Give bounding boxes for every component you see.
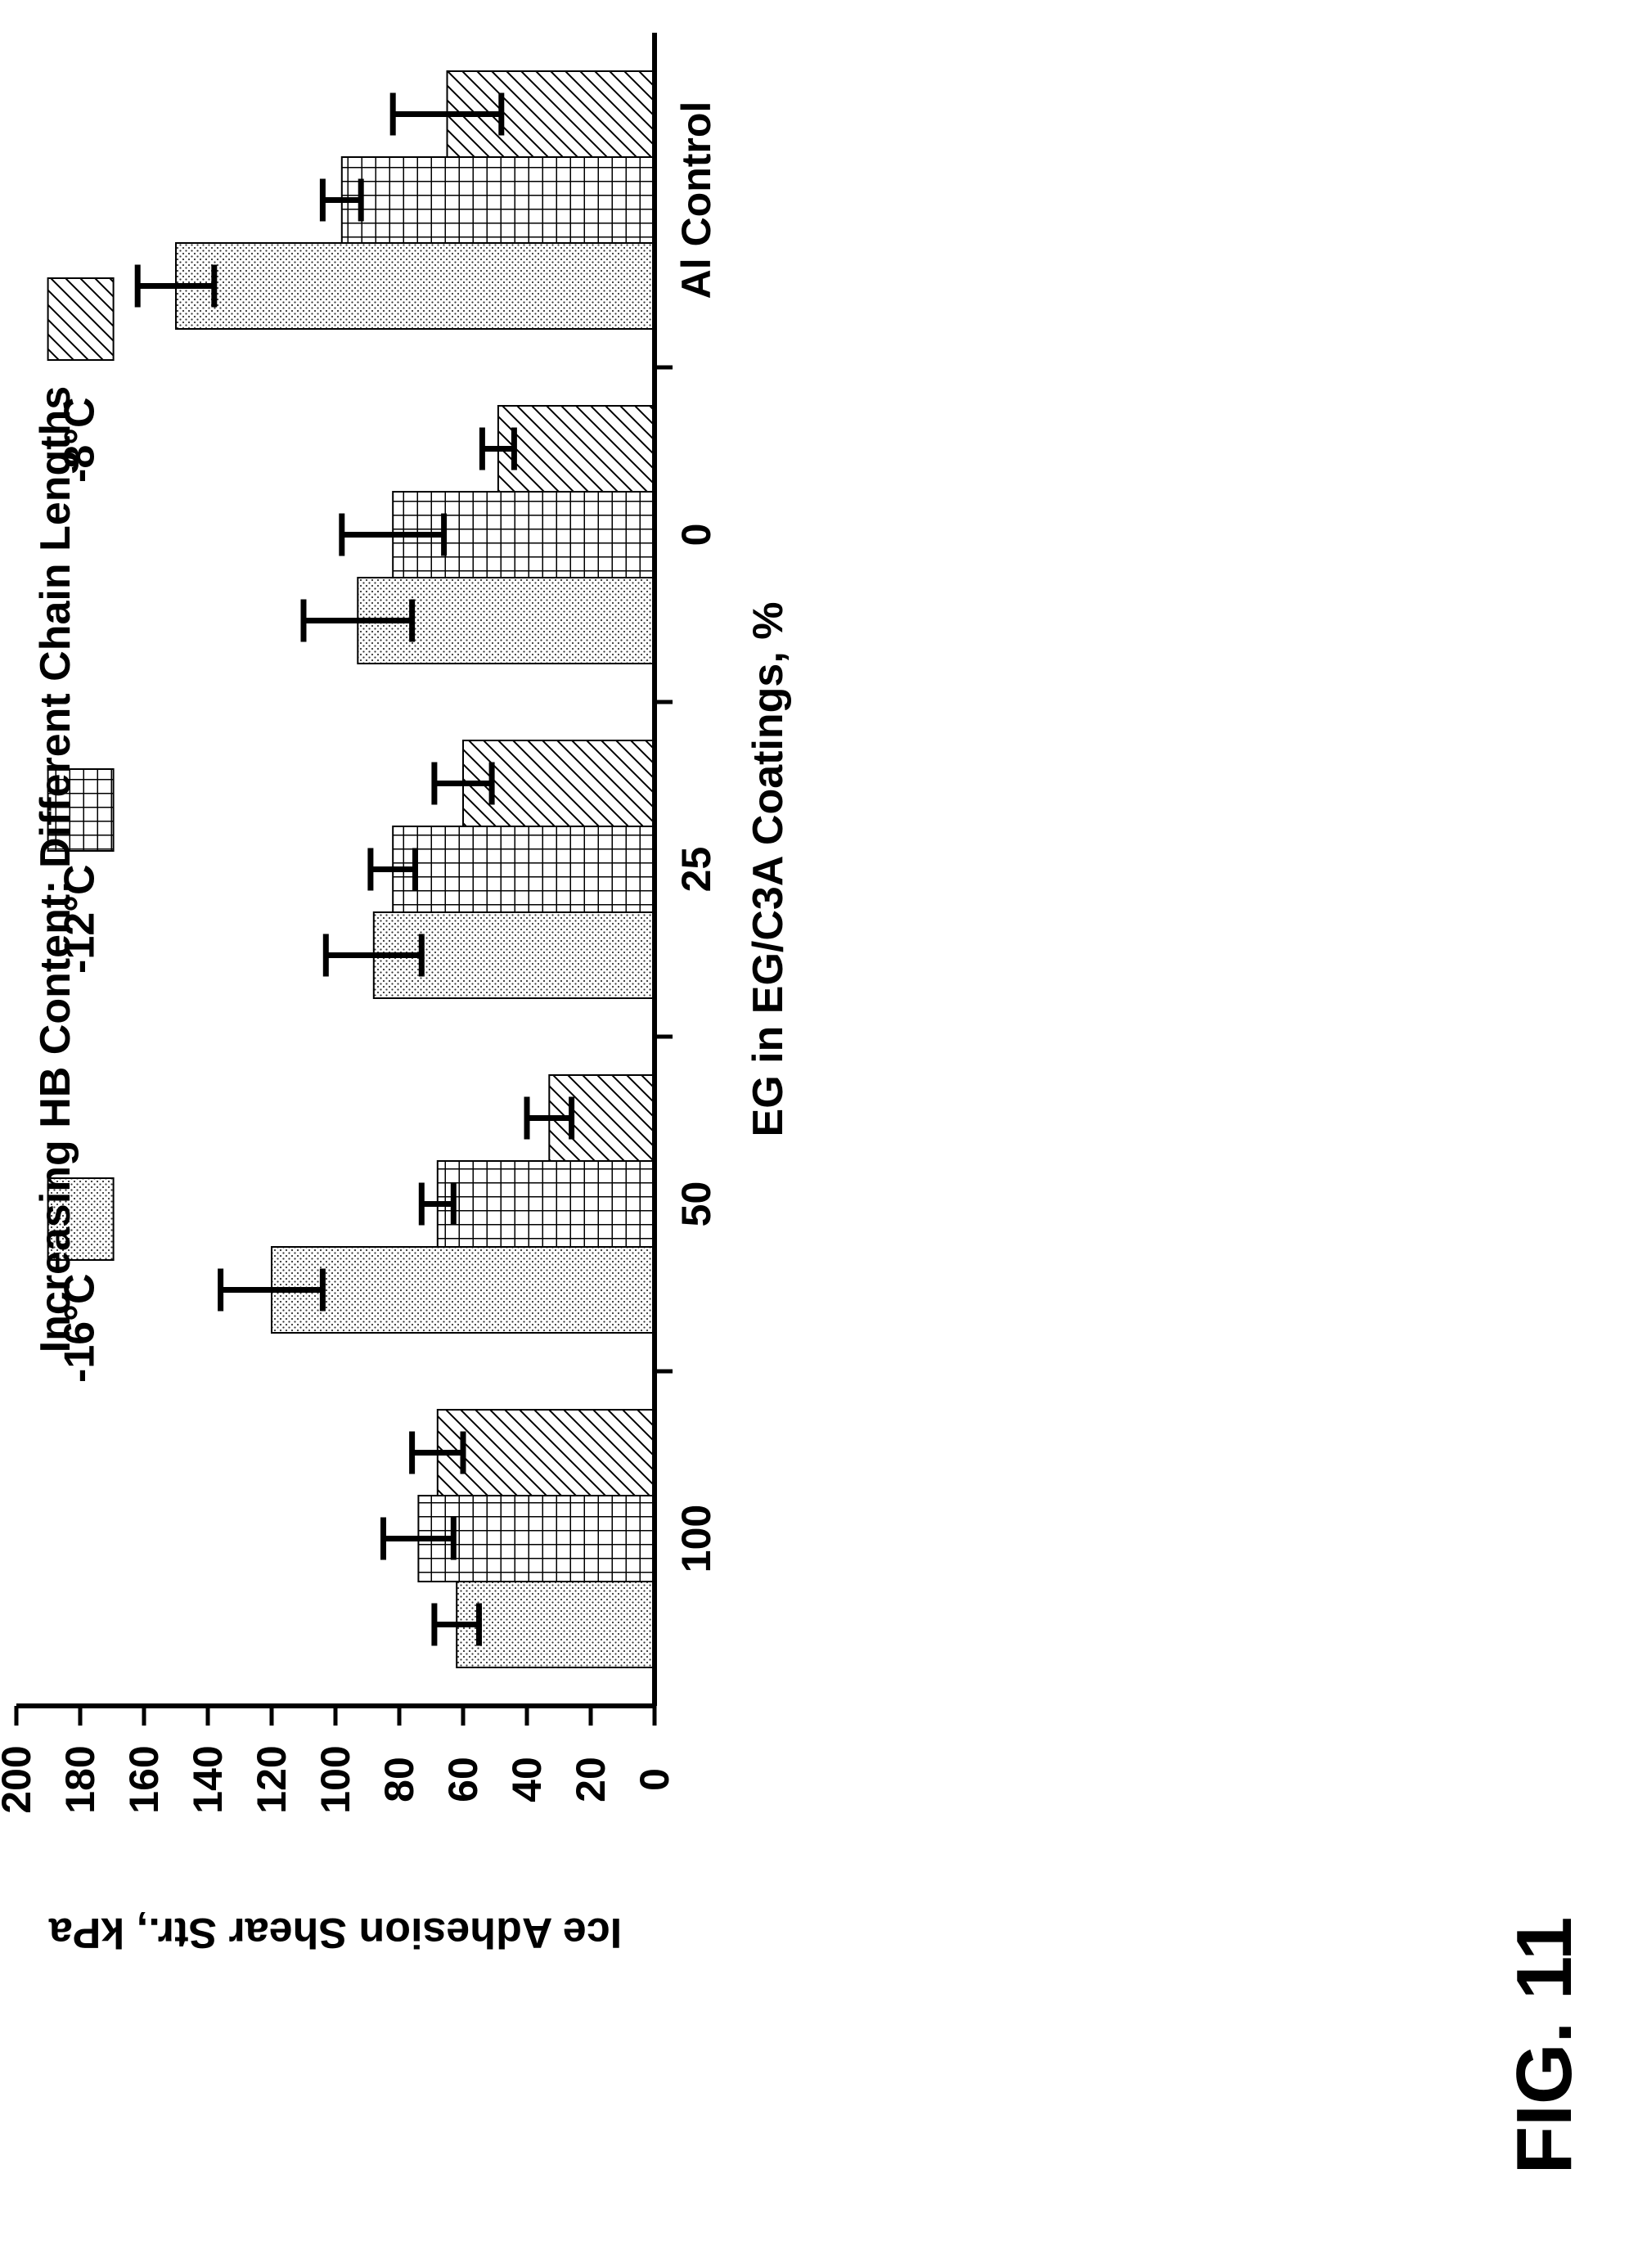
y-tick-label: 140 [185,1745,231,1813]
legend-swatch [47,1177,115,1261]
legend-swatch [47,277,115,361]
legend-label: -8°C [56,397,104,483]
error-bar-8C-4 [409,1431,466,1474]
error-bars-layer [134,92,575,1646]
y-tick-label: 20 [568,1757,614,1802]
x-tick-label: 0 [673,524,719,547]
error-bar-8C-1 [479,427,517,470]
bar-8C-1 [497,405,655,493]
bar-16C-0 [175,242,655,330]
plot-area: Al Control 0 25 50 100 0 20 40 60 80 100 120 140 160 1… [0,33,792,1956]
legend-item-16C: -16°C [47,1177,115,1383]
bar-12C-3 [436,1160,655,1248]
bar-12C-0 [340,156,655,244]
y-tick-label: 120 [249,1745,295,1813]
y-tick-label: 100 [313,1745,358,1813]
y-tick-label: 200 [0,1745,39,1813]
y-axis-title: Ice Adhesion Shear Str., kPa [48,1909,622,1956]
y-tick-label: 40 [504,1757,550,1802]
legend-label: -16°C [56,1273,104,1383]
bar-8C-4 [436,1409,655,1496]
y-tick-label: 60 [440,1757,486,1802]
legend: -8°C -12°C -16°C [47,277,115,1383]
axes-layer [14,33,673,1726]
error-bar-16C-4 [431,1603,482,1646]
bar-16C-3 [271,1246,655,1334]
error-bar-16C-3 [218,1268,326,1312]
ticks-layer: Al Control 0 25 50 100 0 20 40 60 80 100 120 140 160 1… [0,101,719,1814]
chart-title: Increasing HB Content: Different Chain L… [32,386,79,1353]
x-tick-label: 25 [673,847,719,893]
error-bar-16C-2 [322,934,425,977]
bar-12C-2 [392,826,655,913]
y-tick-label: 0 [632,1768,677,1791]
error-bar-12C-3 [418,1182,457,1226]
error-bar-12C-0 [319,178,364,222]
error-bar-8C-0 [389,92,505,136]
y-tick-label: 160 [121,1745,167,1813]
legend-item-12C: -12°C [47,768,115,974]
x-tick-label: Al Control [673,101,719,299]
error-bar-12C-4 [380,1517,457,1560]
error-bar-12C-1 [339,513,448,556]
bar-16C-4 [456,1581,655,1668]
error-bar-8C-2 [431,762,495,805]
x-tick-label: 50 [673,1181,719,1227]
legend-item-8C: -8°C [47,277,115,483]
figure-label: FIG. 11 [1501,1917,1588,2175]
y-tick-label: 180 [57,1745,103,1813]
x-tick-label: 100 [673,1505,719,1573]
legend-label: -12°C [56,864,104,974]
y-tick-label: 80 [376,1757,422,1802]
error-bar-12C-2 [367,848,418,891]
error-bar-16C-1 [300,599,416,642]
x-axis-title: EG in EG/C3A Coatings, % [745,602,792,1137]
error-bar-16C-0 [134,264,218,308]
bars-layer [175,70,655,1668]
legend-swatch [47,768,115,852]
error-bar-8C-3 [524,1096,575,1140]
